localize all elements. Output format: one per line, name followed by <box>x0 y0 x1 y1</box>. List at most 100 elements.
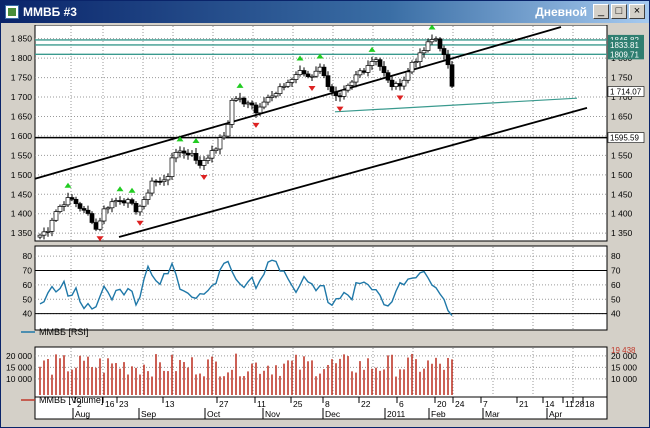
candle-body <box>177 150 183 153</box>
candle-body <box>157 180 163 183</box>
price-axis-left-label: 1 700 <box>11 92 33 102</box>
rsi-axis-right-label: 40 <box>611 309 621 319</box>
candle-body <box>141 199 147 207</box>
candle-body <box>285 82 291 87</box>
price-value-box <box>607 132 645 143</box>
fractal-down-marker <box>96 236 104 242</box>
candle-body <box>45 231 51 233</box>
candle-body <box>341 89 347 97</box>
month-label: Aug <box>75 409 90 419</box>
price-axis-left-label: 1 750 <box>11 73 33 83</box>
candle-body <box>325 75 331 87</box>
trend-channel-upper <box>34 26 562 180</box>
candle-body <box>409 61 415 73</box>
candle-body <box>97 220 103 230</box>
candle-body <box>113 200 119 203</box>
date-day-label: 7 <box>483 399 488 409</box>
price-value-label: 1809.71 <box>610 50 639 59</box>
minimize-button[interactable]: _ <box>593 4 609 19</box>
candle-body <box>73 198 79 204</box>
candle-body <box>277 86 283 94</box>
candle-body <box>445 54 451 66</box>
rsi-axis-right-label: 60 <box>611 280 621 290</box>
candle-body <box>433 38 439 41</box>
date-day-label: 13 <box>165 399 175 409</box>
fractal-down-marker <box>136 220 144 226</box>
fractal-down-marker <box>336 106 344 112</box>
candle-body <box>165 176 171 181</box>
price-axis-right-label: 1 400 <box>611 209 633 219</box>
volume-bars <box>39 353 453 395</box>
fractal-up-marker <box>64 182 72 188</box>
candle-body <box>249 102 255 106</box>
date-day-label: 18 <box>585 399 595 409</box>
rsi-axis-right-label: 50 <box>611 294 621 304</box>
month-label: Dec <box>325 409 341 419</box>
candle-body <box>333 91 339 97</box>
close-button[interactable]: × <box>629 4 645 19</box>
candle-body <box>117 200 123 202</box>
fractal-up-marker <box>116 186 124 192</box>
price-value-label: 1 714.07 <box>610 88 642 97</box>
rsi-panel[interactable] <box>34 245 608 331</box>
price-axis-right-label: 1 650 <box>611 111 633 121</box>
price-axis-left-label: 1 500 <box>11 170 33 180</box>
date-day-label: 22 <box>361 399 371 409</box>
fractal-markers <box>64 25 436 242</box>
month-label: Mar <box>485 409 500 419</box>
candle-body <box>329 86 335 93</box>
candle-body <box>421 50 427 54</box>
volume-axis-right-label: 20 000 <box>611 351 637 361</box>
rsi-axis-right-label: 70 <box>611 266 621 276</box>
fractal-up-marker <box>368 46 376 52</box>
candle-body <box>237 97 243 100</box>
date-day-label: 20 <box>437 399 447 409</box>
candle-body <box>353 74 359 83</box>
maximize-button[interactable]: □ <box>611 4 627 19</box>
rsi-series-line <box>39 259 453 316</box>
candle-body <box>49 219 55 232</box>
month-label: 2011 <box>387 409 406 419</box>
price-axis-left-label: 1 650 <box>11 111 33 121</box>
chart-app-icon <box>5 5 19 19</box>
volume-panel[interactable] <box>34 346 608 398</box>
month-label: Feb <box>431 409 446 419</box>
candle-body <box>345 84 351 91</box>
candle-body <box>181 150 187 154</box>
window-title: ММВБ #3 <box>23 5 77 19</box>
candle-body <box>257 106 263 114</box>
volume-axis-left-label: 20 000 <box>6 351 32 361</box>
candle-body <box>313 70 319 77</box>
candle-body <box>449 64 455 87</box>
candle-body <box>145 192 151 200</box>
rsi-axis-left-label: 70 <box>23 266 33 276</box>
fractal-down-marker <box>396 95 404 101</box>
date-axis-panel <box>34 396 608 420</box>
candle-body <box>81 208 87 211</box>
candle-body <box>61 204 67 207</box>
candle-body <box>133 203 139 213</box>
price-axis-right-label: 1 450 <box>611 189 633 199</box>
title-bar[interactable]: ММВБ #3 Дневной _ □ × <box>1 1 649 23</box>
candle-body <box>105 207 111 210</box>
price-axis-left-label: 1 800 <box>11 53 33 63</box>
price-panel[interactable] <box>34 25 608 242</box>
price-value-label: 1595.59 <box>610 134 639 143</box>
candle-body <box>53 211 59 221</box>
candle-body <box>69 197 75 200</box>
fractal-up-marker <box>316 53 324 59</box>
candle-body <box>441 48 447 55</box>
price-axis-right-label: 1 350 <box>611 228 633 238</box>
fractal-up-marker <box>128 187 136 193</box>
date-day-label: 11 <box>565 399 574 409</box>
candle-body <box>397 83 403 87</box>
fractal-down-marker <box>308 85 316 91</box>
candle-body <box>185 152 191 156</box>
candle-body <box>57 206 63 212</box>
month-label: Oct <box>207 409 221 419</box>
candle-body <box>405 71 411 81</box>
fractal-down-marker <box>200 175 208 181</box>
volume-axis-right-label: 10 000 <box>611 374 637 384</box>
candle-body <box>109 201 115 209</box>
